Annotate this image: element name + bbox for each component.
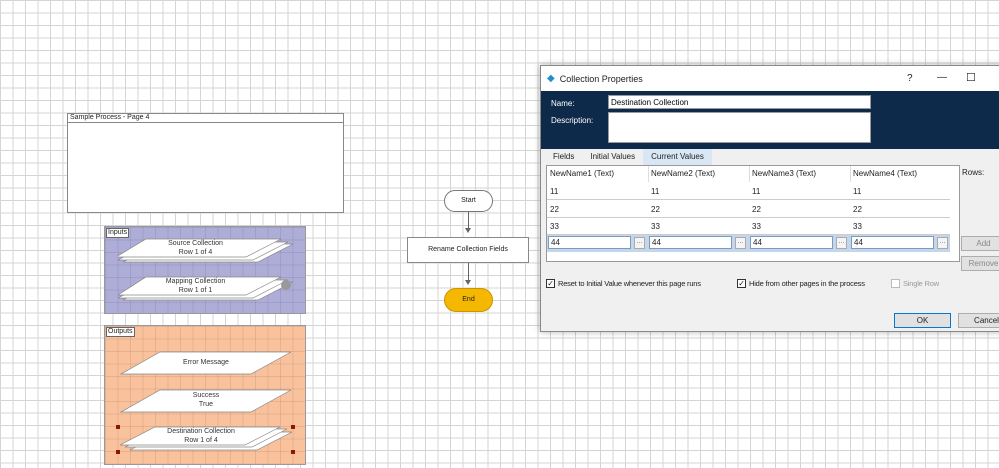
- table-cell[interactable]: 22: [651, 204, 660, 214]
- maximize-button[interactable]: ☐: [966, 72, 976, 84]
- page-info-box[interactable]: Sample Process - Page 4: [67, 113, 344, 213]
- mapping-collection-shape[interactable]: Mapping Collection Row 1 of 1: [118, 276, 293, 302]
- dialog-header: Name: Description:: [541, 91, 999, 149]
- inputs-label: Inputs: [106, 228, 130, 238]
- source-collection-shape[interactable]: Source Collection Row 1 of 4: [118, 238, 293, 264]
- arrow-down-icon: [465, 228, 471, 233]
- add-button[interactable]: Add: [961, 236, 999, 251]
- reset-checkbox[interactable]: ✓ Reset to Initial Value whenever this pa…: [546, 279, 701, 288]
- ellipsis-button[interactable]: ...: [937, 237, 948, 249]
- tab-fields[interactable]: Fields: [553, 152, 575, 161]
- mapping-collection-name: Mapping Collection: [165, 278, 226, 285]
- column-divider: [648, 166, 649, 182]
- checkbox-checked-icon: ✓: [737, 279, 746, 288]
- destination-collection-name: Destination Collection: [167, 428, 235, 435]
- error-message-name: Error Message: [183, 359, 229, 366]
- table-cell[interactable]: 22: [752, 204, 761, 214]
- edit-row: [547, 235, 950, 252]
- outputs-label: Outputs: [106, 327, 135, 337]
- single-row-checkbox[interactable]: Single Row: [891, 279, 939, 288]
- ellipsis-button[interactable]: ...: [836, 237, 847, 249]
- cell-edit-input[interactable]: 44: [548, 236, 631, 249]
- hide-checkbox[interactable]: ✓ Hide from other pages in the process: [737, 279, 865, 288]
- remove-button[interactable]: Remove: [961, 256, 999, 271]
- error-message-shape[interactable]: Error Message: [120, 351, 292, 375]
- app-logo-icon: ◆: [547, 73, 555, 84]
- table-cell[interactable]: 33: [550, 222, 559, 231]
- ellipsis-button[interactable]: ...: [634, 237, 645, 249]
- connector-line: [468, 263, 469, 281]
- connector-line: [468, 212, 469, 230]
- minimize-button[interactable]: —: [937, 72, 947, 83]
- mapping-collection-row: Row 1 of 1: [178, 287, 213, 294]
- description-label: Description:: [551, 116, 594, 125]
- arrow-down-icon: [465, 280, 471, 285]
- resize-handle[interactable]: [291, 450, 295, 454]
- column-divider: [749, 166, 750, 182]
- destination-collection-shape[interactable]: Destination Collection Row 1 of 4: [120, 426, 292, 452]
- resize-handle[interactable]: [116, 425, 120, 429]
- row-divider: [547, 216, 950, 218]
- cell-edit-input[interactable]: 44: [750, 236, 833, 249]
- resize-handle[interactable]: [291, 425, 295, 429]
- success-shape[interactable]: Success True: [120, 389, 292, 413]
- single-row-checkbox-label: Single Row: [903, 279, 939, 288]
- collection-properties-dialog: ◆ Collection Properties ? — ☐ Name: Desc…: [540, 65, 999, 332]
- dialog-title: Collection Properties: [559, 73, 643, 84]
- values-grid[interactable]: NewName1 (Text) NewName2 (Text) NewName3 (…: [546, 165, 960, 262]
- dialog-title-bar[interactable]: ◆ Collection Properties ? — ☐: [541, 66, 999, 91]
- ok-button[interactable]: OK: [894, 313, 951, 328]
- reset-checkbox-label: Reset to Initial Value whenever this pag…: [558, 279, 701, 288]
- help-button[interactable]: ?: [907, 73, 913, 84]
- column-divider: [850, 166, 851, 182]
- table-cell[interactable]: 33: [752, 222, 761, 231]
- tab-current-values[interactable]: Current Values: [643, 149, 712, 165]
- tab-bar: Fields Initial Values Current Values: [545, 149, 712, 165]
- ellipsis-button[interactable]: ...: [735, 237, 746, 249]
- checkbox-checked-icon: ✓: [546, 279, 555, 288]
- cancel-button[interactable]: Cancel: [958, 313, 999, 328]
- table-cell[interactable]: 22: [853, 204, 862, 214]
- table-cell[interactable]: 22: [550, 204, 559, 214]
- row-divider: [547, 199, 950, 200]
- table-cell[interactable]: 33: [853, 222, 862, 231]
- source-collection-row: Row 1 of 4: [178, 249, 213, 256]
- table-cell[interactable]: 11: [651, 187, 660, 196]
- destination-collection-row: Row 1 of 4: [184, 437, 218, 444]
- table-cell[interactable]: 11: [752, 187, 761, 196]
- cell-edit-input[interactable]: 44: [851, 236, 934, 249]
- column-header[interactable]: NewName4 (Text): [853, 169, 918, 178]
- name-label: Name:: [551, 99, 575, 108]
- row-divider: [547, 234, 950, 235]
- table-cell[interactable]: 11: [853, 187, 862, 196]
- success-name: Success: [192, 392, 220, 399]
- name-field[interactable]: [608, 95, 871, 109]
- cell-edit-input[interactable]: 44: [649, 236, 732, 249]
- column-header[interactable]: NewName1 (Text): [550, 169, 615, 178]
- column-header[interactable]: NewName2 (Text): [651, 169, 716, 178]
- start-stage[interactable]: Start: [444, 190, 493, 212]
- page-title: Sample Process - Page 4: [68, 114, 343, 123]
- checkbox-empty-icon: [891, 279, 900, 288]
- rows-label: Rows:: [962, 168, 985, 177]
- column-header[interactable]: NewName3 (Text): [752, 169, 817, 178]
- hide-checkbox-label: Hide from other pages in the process: [749, 279, 865, 288]
- table-cell[interactable]: 33: [651, 222, 660, 231]
- end-stage[interactable]: End: [444, 288, 493, 312]
- tab-initial-values[interactable]: Initial Values: [590, 152, 636, 161]
- description-field[interactable]: [608, 112, 871, 143]
- table-cell[interactable]: 11: [550, 187, 559, 196]
- success-value: True: [198, 401, 214, 408]
- rename-collection-fields-stage[interactable]: Rename Collection Fields: [407, 237, 529, 263]
- resize-handle[interactable]: [116, 450, 120, 454]
- source-collection-name: Source Collection: [168, 240, 223, 247]
